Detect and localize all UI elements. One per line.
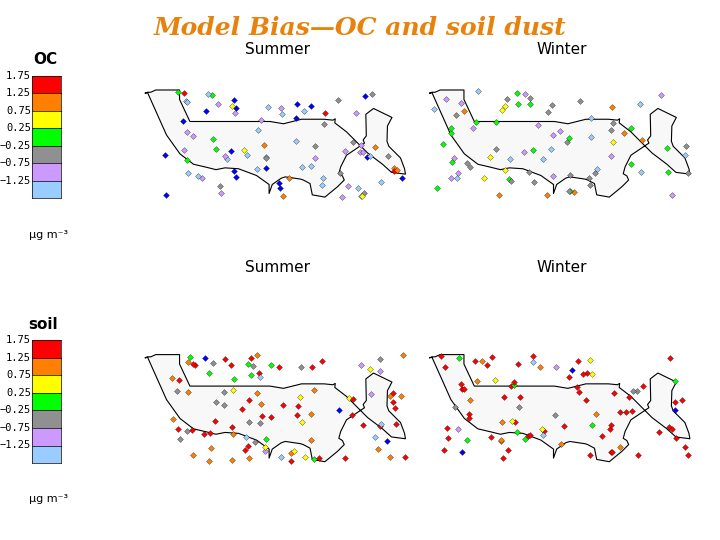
Text: 0.25: 0.25 [6,388,31,398]
Text: −1.25: −1.25 [0,441,31,450]
Text: −0.75: −0.75 [0,158,31,168]
Polygon shape [430,90,690,197]
Polygon shape [430,355,690,462]
Polygon shape [145,355,405,462]
Text: 1.75: 1.75 [6,335,31,345]
Text: 0.75: 0.75 [6,370,31,380]
Polygon shape [145,90,405,197]
Text: μg m⁻³: μg m⁻³ [29,494,68,504]
Text: Model Bias—OC and soil dust: Model Bias—OC and soil dust [153,16,567,40]
Text: Winter: Winter [536,42,587,57]
Text: soil: soil [28,317,58,332]
Text: −0.75: −0.75 [0,423,31,433]
Text: 1.25: 1.25 [6,353,31,363]
Text: 1.75: 1.75 [6,71,31,80]
Text: 1.25: 1.25 [6,88,31,98]
Text: −0.25: −0.25 [0,406,31,415]
Text: Summer: Summer [245,260,310,275]
Text: −1.25: −1.25 [0,176,31,186]
Text: Winter: Winter [536,260,587,275]
Text: Summer: Summer [245,42,310,57]
Text: μg m⁻³: μg m⁻³ [29,230,68,240]
Text: 0.75: 0.75 [6,106,31,116]
Text: 0.25: 0.25 [6,123,31,133]
Text: −0.25: −0.25 [0,141,31,151]
Text: OC: OC [33,52,58,68]
